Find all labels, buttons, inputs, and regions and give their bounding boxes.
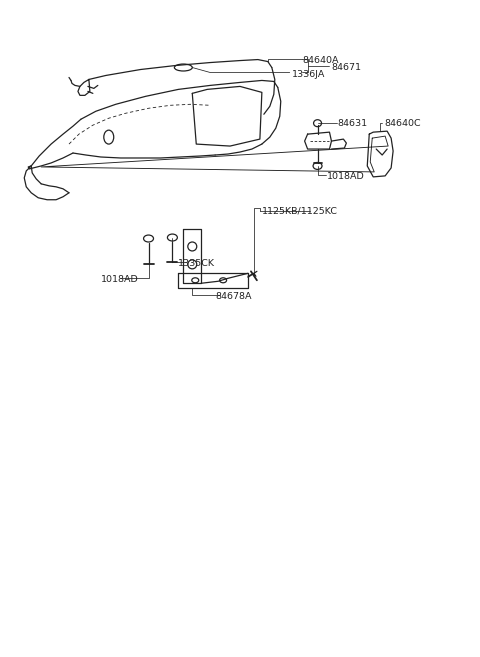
Text: 1018AD: 1018AD [101, 275, 139, 284]
Text: 1125KB/1125KC: 1125KB/1125KC [262, 207, 338, 215]
Text: 84640A: 84640A [302, 56, 339, 64]
Text: 84678A: 84678A [215, 292, 252, 301]
Text: 1335CK: 1335CK [179, 260, 216, 269]
Text: 84671: 84671 [332, 62, 361, 72]
Text: 1336JA: 1336JA [292, 70, 325, 78]
Text: 1018AD: 1018AD [326, 172, 364, 181]
Text: 84640C: 84640C [384, 119, 421, 128]
Text: 84631: 84631 [337, 119, 368, 128]
